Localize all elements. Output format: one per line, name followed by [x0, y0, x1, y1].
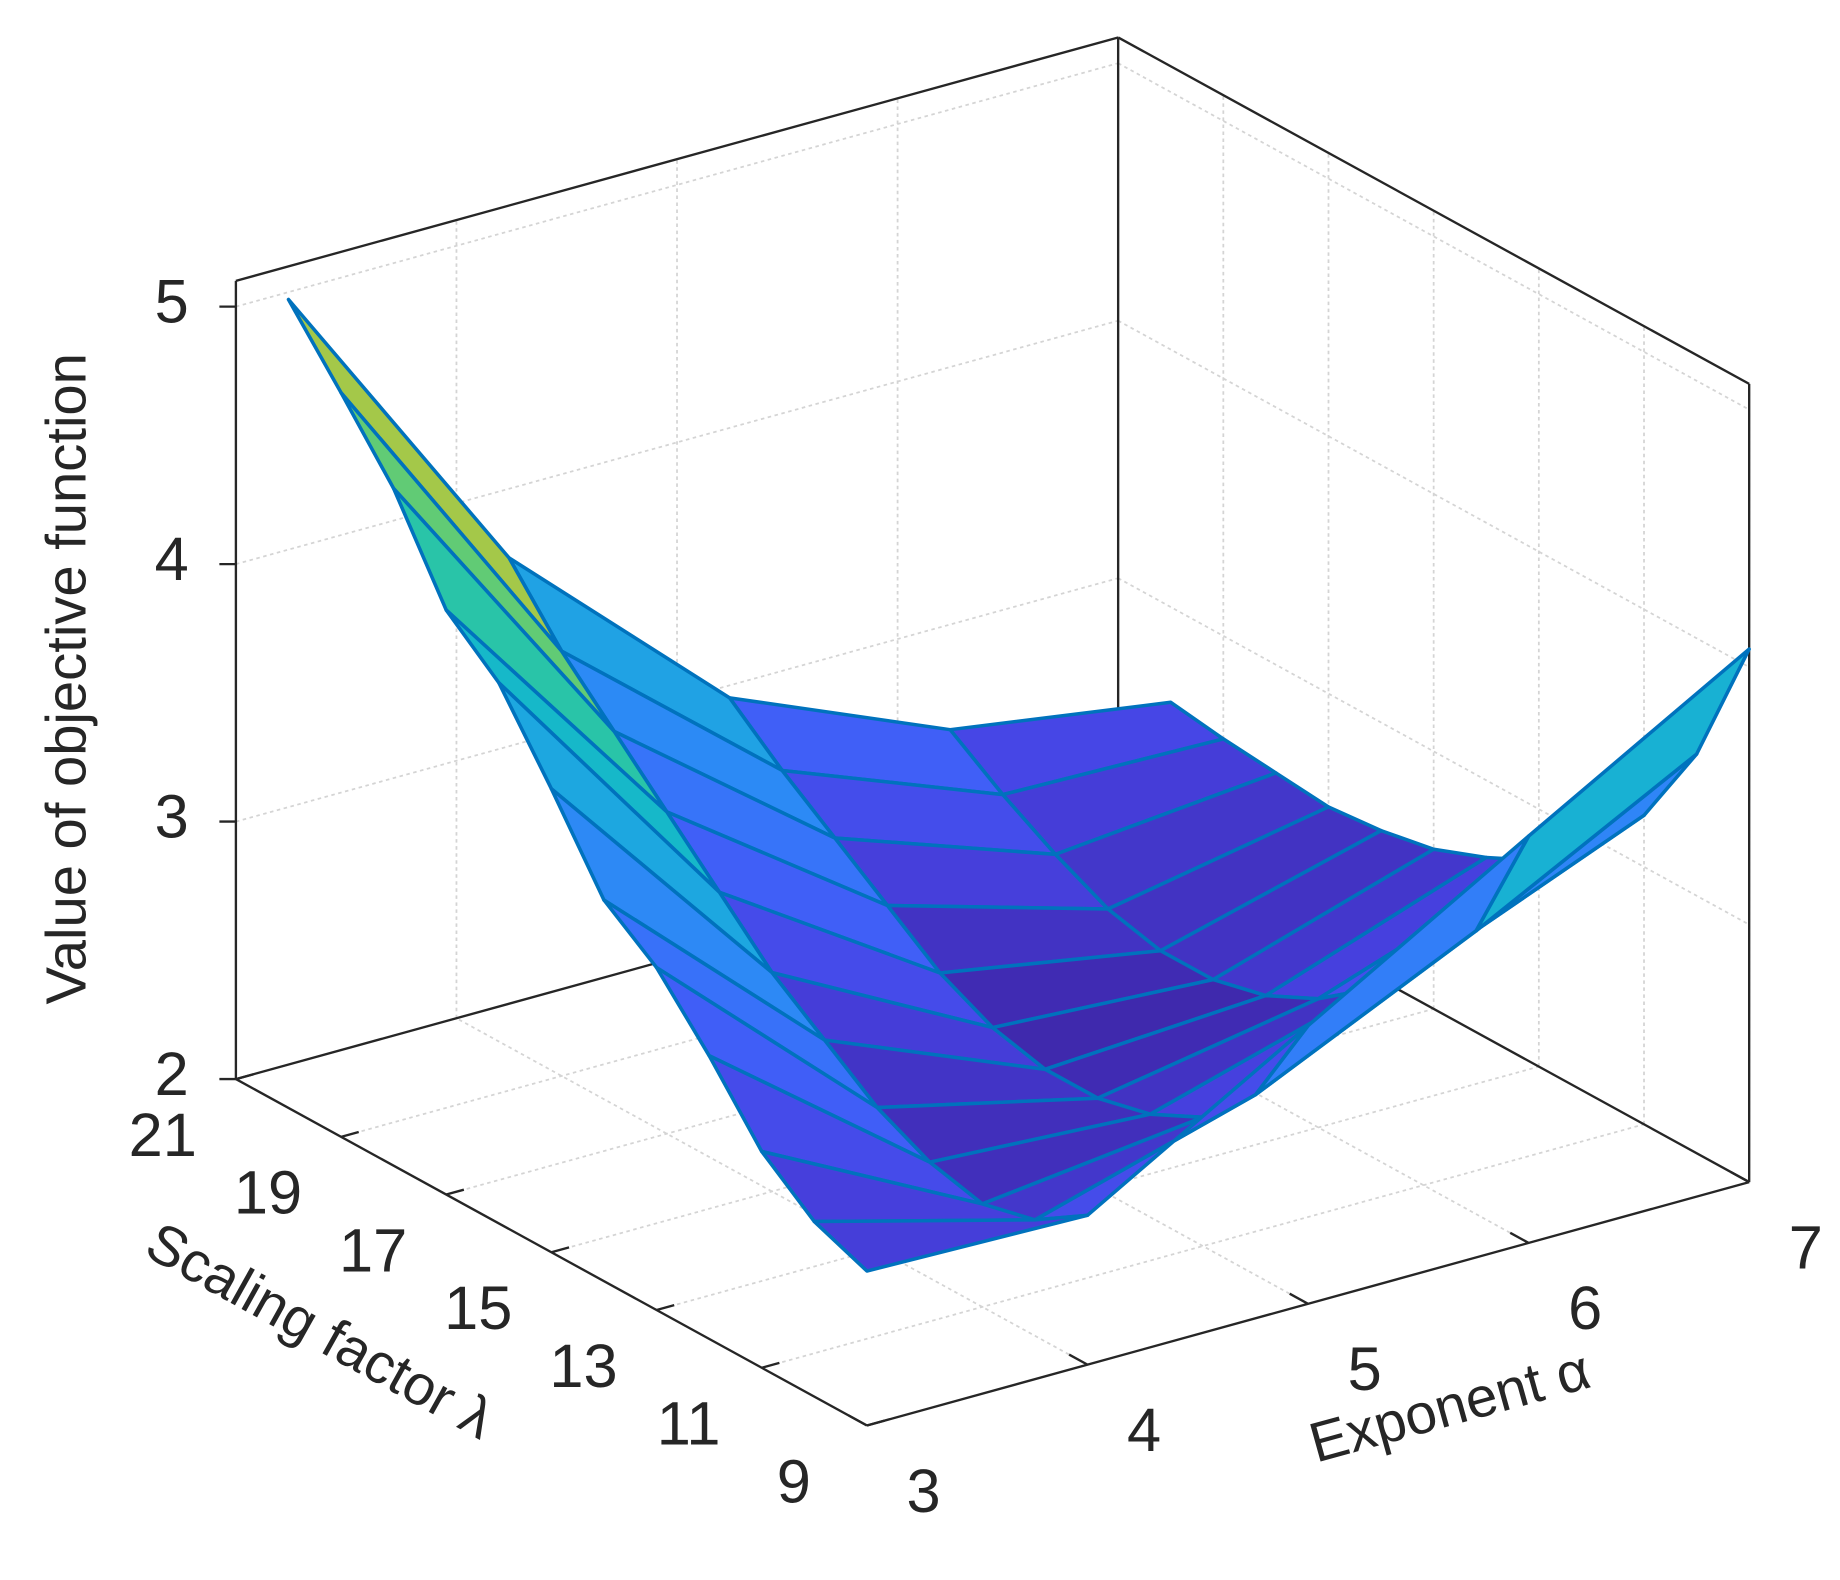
surface-face	[1474, 647, 1751, 933]
x-tick	[1509, 1231, 1530, 1244]
z-tick-label: 3	[155, 783, 189, 851]
y-tick	[656, 1304, 675, 1312]
x-tick-label: 3	[906, 1457, 940, 1525]
y-tick-label: 21	[129, 1101, 197, 1169]
surface	[286, 297, 1751, 1273]
y-tick-label: 9	[777, 1448, 811, 1516]
axis-line	[1117, 36, 1750, 385]
x-tick	[1289, 1292, 1309, 1305]
y-tick	[866, 1419, 885, 1427]
y-tick	[235, 1073, 254, 1081]
axis-line	[235, 36, 1119, 283]
y-tick	[761, 1361, 780, 1369]
surface-face	[286, 297, 564, 653]
y-tick	[445, 1188, 465, 1196]
x-tick	[1730, 1170, 1750, 1184]
z-tick-label: 4	[155, 525, 189, 593]
x-tick	[1068, 1353, 1089, 1366]
surface-face	[812, 1213, 1090, 1273]
y-tick	[551, 1246, 570, 1254]
z-tick-label: 2	[155, 1040, 189, 1108]
surface-face	[339, 390, 616, 734]
y-tick-label: 15	[444, 1274, 512, 1342]
y-tick-label: 17	[339, 1217, 407, 1285]
z-axis-label: Value of objective function	[35, 353, 98, 1004]
z-tick-label: 5	[155, 268, 189, 336]
x-tick-label: 7	[1789, 1214, 1823, 1282]
y-tick	[340, 1130, 360, 1138]
y-tick-label: 13	[549, 1332, 617, 1400]
y-tick-label: 19	[234, 1159, 302, 1227]
x-tick-label: 6	[1568, 1274, 1602, 1342]
x-tick	[847, 1414, 868, 1427]
x-tick-label: 4	[1127, 1396, 1161, 1464]
y-tick-label: 11	[657, 1390, 721, 1458]
x-tick-label: 5	[1348, 1335, 1382, 1403]
